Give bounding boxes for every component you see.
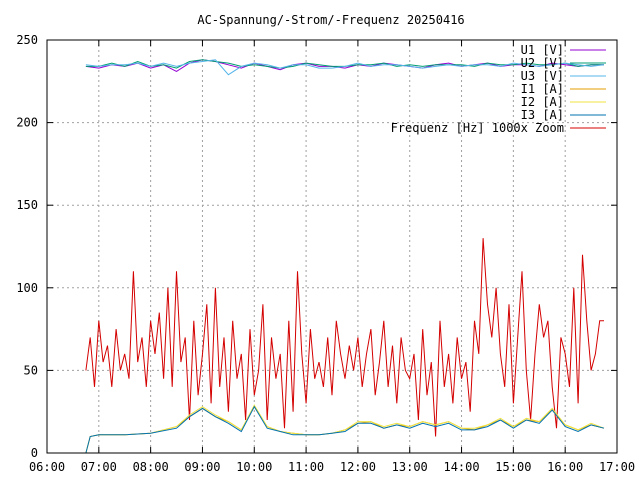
x-tick-label: 15:00 [495,460,531,474]
series-line [85,405,605,454]
x-tick-label: 12:00 [340,460,376,474]
y-tick-label: 0 [31,446,38,460]
y-tick-label: 150 [16,198,38,212]
legend-label: U2 [V] [521,56,564,70]
x-axis: 06:00 07:00 08:00 09:00 10:00 11:00 12:00 13:00… [29,40,635,474]
plot-lines [85,59,605,454]
series-line [85,238,604,437]
x-tick-label: 14:00 [443,460,479,474]
legend-label: U3 [V] [521,69,564,83]
legend-label: U1 [V] [521,43,564,57]
series-line [85,59,605,76]
y-tick-label: 100 [16,281,38,295]
legend-label: I1 [A] [521,82,564,96]
y-axis: 0 50 100 150 200 250 [16,33,617,460]
x-tick-label: 06:00 [29,460,65,474]
y-tick-label: 250 [16,33,38,47]
x-tick-label: 13:00 [392,460,428,474]
grid [47,40,617,453]
y-tick-label: 200 [16,116,38,130]
y-tick-label: 50 [24,363,38,377]
chart-title: AC-Spannung/-Strom/-Frequenz 20250416 [197,13,464,27]
x-tick-label: 11:00 [288,460,324,474]
x-tick-label: 10:00 [236,460,272,474]
x-tick-label: 17:00 [599,460,635,474]
x-tick-label: 16:00 [547,460,583,474]
legend-label: Frequenz [Hz] 1000x Zoom [391,121,564,135]
x-tick-label: 09:00 [184,460,220,474]
legend-label: I2 [A] [521,95,564,109]
legend-label: I3 [A] [521,108,564,122]
plot-frame [46,39,618,454]
series-line [85,404,605,454]
series-line [85,59,604,72]
x-tick-label: 07:00 [81,460,117,474]
x-tick-label: 08:00 [133,460,169,474]
legend: U1 [V]U2 [V]U3 [V]I1 [A]I2 [A]I3 [A]Freq… [391,43,606,135]
